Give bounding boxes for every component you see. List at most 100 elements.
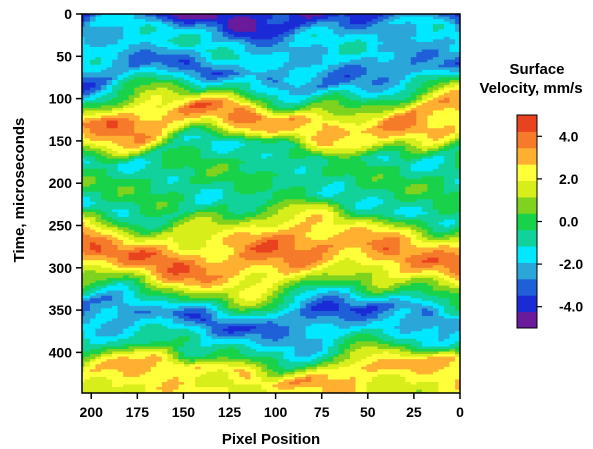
heatmap-cell [354,123,362,127]
heatmap-cell [382,148,389,152]
heatmap-cell [399,21,406,25]
heatmap-cell [82,168,85,172]
heatmap-cell [150,85,157,89]
heatmap-cell [183,107,190,112]
heatmap-cell [249,87,256,91]
heatmap-cell [437,67,444,71]
heatmap-cell [338,102,345,106]
heatmap-cell [161,41,168,46]
heatmap-cell [105,92,113,96]
heatmap-cell [432,156,439,160]
heatmap-cell [155,176,162,180]
heatmap-cell [277,168,284,172]
heatmap-cell [415,118,422,122]
heatmap-cell [415,24,422,28]
heatmap-cell [299,130,306,134]
heatmap-cell [271,181,279,185]
heatmap-cell [282,133,290,137]
heatmap-cell [343,79,350,84]
heatmap-cell [415,46,422,51]
heatmap-cell [94,14,102,18]
heatmap-cell [133,110,140,114]
heatmap-cell [111,161,118,165]
heatmap-cell [426,62,433,66]
heatmap-cell [166,34,173,38]
heatmap-cell [205,52,212,56]
heatmap-cell [139,123,146,127]
heatmap-cell [321,87,328,91]
heatmap-cell [316,151,323,155]
heatmap-cell [277,62,284,66]
heatmap-cell [249,110,256,114]
heatmap-cell [117,59,124,63]
heatmap-cell [282,120,290,124]
heatmap-cell [426,112,433,117]
heatmap-cell [454,105,460,109]
heatmap-cell [183,133,190,137]
heatmap-cell [443,135,450,139]
heatmap-cell [332,120,339,124]
heatmap-cell [410,130,417,134]
heatmap-cell [338,21,345,25]
heatmap-cell [404,125,411,129]
heatmap-cell [128,87,135,91]
heatmap-cell [150,29,157,33]
heatmap-cell [448,123,456,127]
heatmap-cell [216,158,223,162]
heatmap-cell [282,100,290,104]
heatmap-cell [271,138,279,142]
heatmap-cell [415,130,422,134]
heatmap-cell [305,196,312,200]
heatmap-cell [316,21,323,25]
heatmap-cell [117,31,124,35]
heatmap-cell [83,128,90,132]
heatmap-cell [188,176,196,180]
heatmap-cell [255,107,262,112]
heatmap-cell [133,173,140,178]
heatmap-cell [128,112,135,117]
heatmap-cell [82,34,85,38]
heatmap-cell [288,95,295,99]
heatmap-cell [343,194,350,198]
heatmap-cell [448,41,456,46]
heatmap-cell [133,163,140,167]
heatmap-cell [448,112,456,117]
heatmap-cell [161,19,168,23]
heatmap-cell [155,54,162,58]
heatmap-cell [227,34,234,38]
heatmap-cell [321,44,328,48]
heatmap-cell [244,90,251,94]
heatmap-cell [161,133,168,137]
heatmap-cell [349,79,356,84]
heatmap-cell [338,194,345,198]
heatmap-cell [266,79,273,84]
heatmap-cell [166,107,173,112]
heatmap-cell [172,49,179,53]
heatmap-cell [343,67,350,71]
heatmap-cell [233,173,240,178]
heatmap-cell [327,191,334,195]
heatmap-cell [216,105,223,109]
heatmap-cell [177,95,185,99]
heatmap-cell [89,163,96,167]
heatmap-cell [82,49,85,53]
heatmap-cell [426,77,433,81]
heatmap-cell [89,151,96,155]
heatmap-cell [360,120,367,124]
heatmap-cell [382,59,389,63]
heatmap-cell [249,133,256,137]
heatmap-cell [83,166,90,170]
heatmap-cell [128,24,135,28]
heatmap-cell [111,44,118,48]
heatmap-cell [238,87,245,91]
heatmap-cell [277,148,284,152]
heatmap-cell [443,112,450,117]
heatmap-cell [294,62,301,66]
heatmap-cell [82,54,85,58]
heatmap-cell [437,85,444,89]
heatmap-cell [421,24,428,28]
heatmap-cell [448,14,456,18]
heatmap-cell [426,79,433,84]
heatmap-cell [128,36,135,40]
heatmap-cell [172,168,179,172]
